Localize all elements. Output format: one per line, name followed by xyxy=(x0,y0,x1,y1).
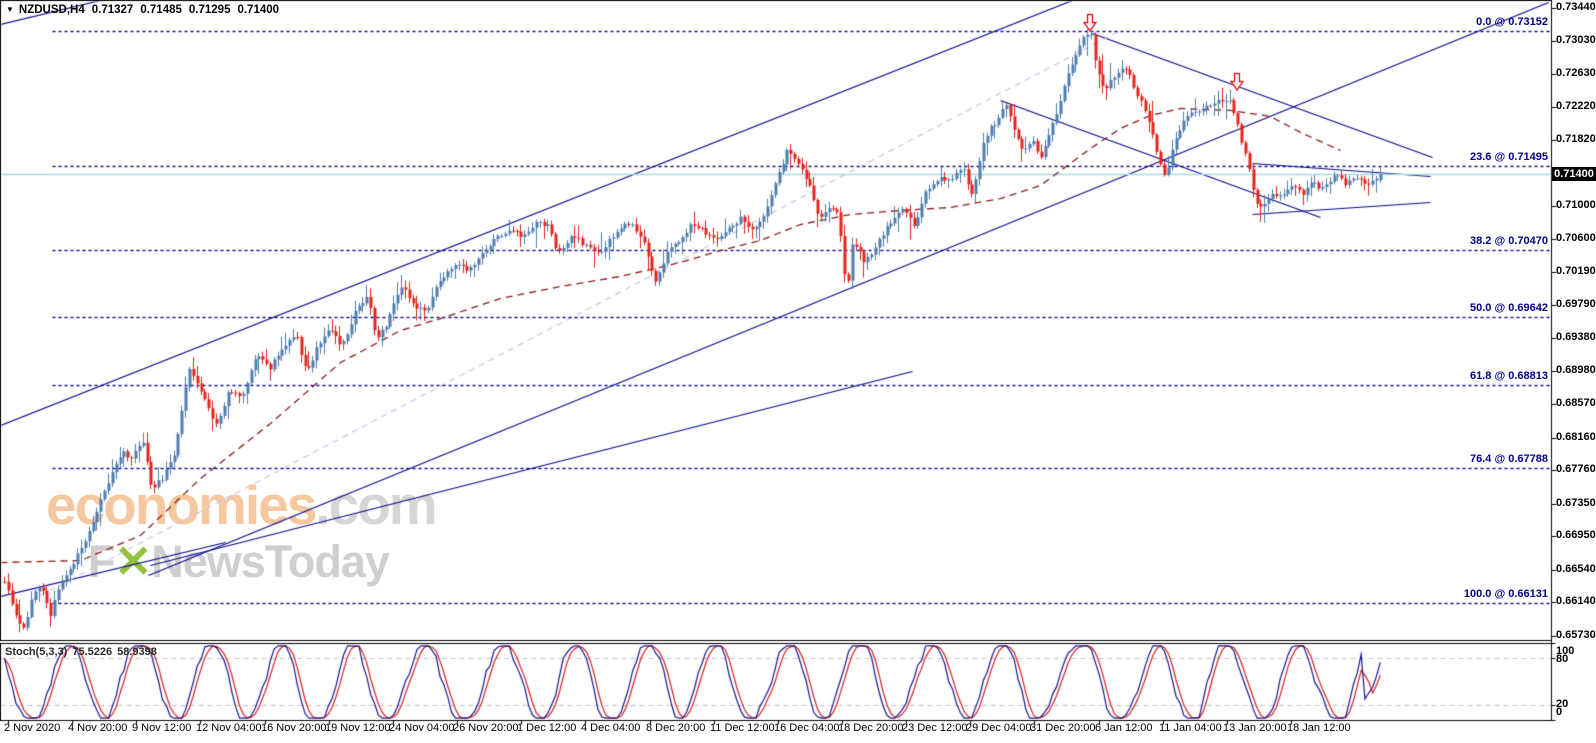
price-tick-label: 0.66140 xyxy=(1556,595,1596,607)
fib-level-label: 76.4 @ 0.67788 xyxy=(1469,453,1548,465)
date-label: 1 Dec 12:00 xyxy=(517,722,577,734)
price-tick-label: 0.67350 xyxy=(1556,497,1596,509)
price-tick-label: 0.70600 xyxy=(1556,232,1596,244)
stochastic-d-value: 58.9398 xyxy=(117,646,157,658)
ohlc-low: 0.71295 xyxy=(188,4,231,16)
stoch-scale-label: 100 xyxy=(1556,645,1575,657)
date-label: 19 Nov 12:00 xyxy=(325,722,391,734)
date-label: 23 Dec 12:00 xyxy=(902,722,968,734)
stoch-scale-label: 20 xyxy=(1556,698,1569,710)
date-label: 4 Dec 04:00 xyxy=(581,722,641,734)
date-label: 4 Nov 20:00 xyxy=(68,722,128,734)
price-tick-label: 0.68160 xyxy=(1556,431,1596,443)
date-label: 9 Nov 12:00 xyxy=(132,722,192,734)
fib-level-label: 61.8 @ 0.68813 xyxy=(1469,370,1548,382)
date-label: 31 Dec 20:00 xyxy=(1030,722,1096,734)
price-tick-label: 0.71820 xyxy=(1556,133,1596,145)
chart-title: ▼ NZDUSD,H4 0.71327 0.71485 0.71295 0.71400 xyxy=(6,4,279,16)
date-label: 16 Nov 20:00 xyxy=(261,722,327,734)
price-tick-label: 0.72220 xyxy=(1556,100,1596,112)
date-label: 18 Dec 20:00 xyxy=(838,722,904,734)
fib-level-label: 23.6 @ 0.71495 xyxy=(1469,151,1548,163)
stoch-scale-label: 80 xyxy=(1556,653,1569,665)
price-tick-label: 0.70190 xyxy=(1556,265,1596,277)
stochastic-name: Stoch(5,3,3) xyxy=(5,646,68,658)
price-tick-label: 0.71000 xyxy=(1556,199,1596,211)
fib-level-label: 50.0 @ 0.69642 xyxy=(1469,302,1548,314)
ohlc-open: 0.71327 xyxy=(91,4,134,16)
symbol-period: NZDUSD,H4 xyxy=(18,4,85,16)
price-tick-label: 0.66540 xyxy=(1556,563,1596,575)
date-label: 26 Nov 20:00 xyxy=(453,722,519,734)
ohlc-close: 0.71400 xyxy=(237,4,280,16)
date-label: 6 Jan 12:00 xyxy=(1095,722,1153,734)
price-tick-label: 0.73440 xyxy=(1556,1,1596,13)
current-price-box: 0.71400 xyxy=(1552,167,1596,181)
ohlc-high: 0.71485 xyxy=(140,4,182,16)
price-tick-label: 0.68980 xyxy=(1556,364,1596,376)
date-label: 29 Dec 04:00 xyxy=(966,722,1032,734)
date-label: 16 Dec 04:00 xyxy=(774,722,840,734)
sell-signal-arrow-icon xyxy=(1229,72,1245,92)
sell-signal-arrow-icon xyxy=(1082,13,1098,33)
date-label: 2 Nov 2020 xyxy=(4,722,61,734)
price-tick-label: 0.67760 xyxy=(1556,463,1596,475)
date-label: 13 Jan 20:00 xyxy=(1223,722,1287,734)
price-tick-label: 0.68570 xyxy=(1556,397,1596,409)
date-label: 12 Nov 04:00 xyxy=(196,722,262,734)
stochastic-k-value: 75.5226 xyxy=(72,646,113,658)
fib-level-label: 100.0 @ 0.66131 xyxy=(1463,588,1548,600)
price-tick-label: 0.65730 xyxy=(1556,629,1596,641)
date-label: 11 Dec 12:00 xyxy=(710,722,775,734)
fib-level-label: 0.0 @ 0.73152 xyxy=(1476,16,1548,28)
price-tick-label: 0.72630 xyxy=(1556,67,1596,79)
date-label: 18 Jan 12:00 xyxy=(1287,722,1351,734)
price-tick-label: 0.69790 xyxy=(1556,298,1596,310)
date-label: 24 Nov 04:00 xyxy=(389,722,455,734)
fib-level-label: 38.2 @ 0.70470 xyxy=(1469,235,1548,247)
price-tick-label: 0.66950 xyxy=(1556,529,1596,541)
date-label: 8 Dec 20:00 xyxy=(646,722,706,734)
stoch-scale-label: 0 xyxy=(1556,706,1563,718)
price-tick-label: 0.73030 xyxy=(1556,34,1596,46)
stochastic-indicator-label: Stoch(5,3,3) 75.5226 58.9398 xyxy=(5,646,162,658)
symbol-dropdown-icon[interactable]: ▼ xyxy=(6,5,14,14)
price-tick-label: 0.69380 xyxy=(1556,331,1596,343)
date-label: 11 Jan 04:00 xyxy=(1159,722,1222,734)
